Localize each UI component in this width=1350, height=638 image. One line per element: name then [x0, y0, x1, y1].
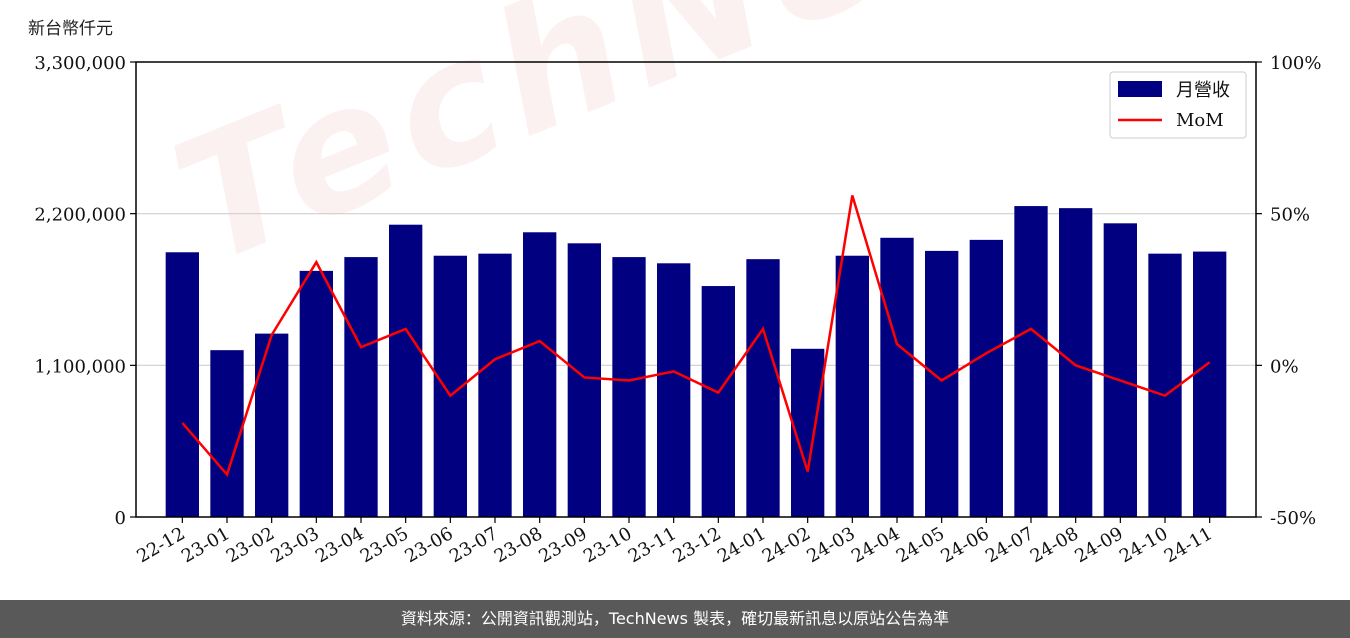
bar: [880, 237, 914, 517]
bar: [389, 224, 423, 518]
x-tick-label: 23-10: [580, 523, 635, 567]
bar: [835, 255, 869, 517]
x-tick-label: 22-12: [133, 523, 188, 567]
legend-label-mom: MoM: [1176, 110, 1224, 131]
bar: [701, 286, 735, 517]
x-tick-label: 23-05: [357, 523, 412, 567]
x-tick-label: 24-10: [1116, 523, 1171, 567]
bar: [478, 253, 512, 517]
right-tick-label: 50%: [1270, 205, 1310, 226]
bar: [523, 232, 557, 517]
x-tick-label: 24-04: [848, 523, 903, 567]
mom-line-series: [181, 195, 1211, 478]
bar: [612, 257, 646, 517]
mom-line: [181, 195, 1211, 478]
bar: [1193, 251, 1227, 518]
x-tick-label: 23-03: [267, 523, 322, 567]
footer-source-note: 資料來源：公開資訊觀測站，TechNews 製表，確切最新訊息以原站公告為準: [0, 600, 1350, 638]
bar: [746, 259, 780, 517]
x-tick-label: 23-01: [178, 523, 233, 567]
left-y-axis: 0 1,100,000 2,200,000 3,300,000: [34, 53, 136, 529]
x-tick-label: 23-12: [669, 523, 724, 567]
x-tick-label: 23-07: [446, 523, 501, 567]
bar: [657, 263, 691, 517]
left-tick-label: 2,200,000: [34, 205, 126, 226]
x-tick-label: 23-04: [312, 523, 367, 567]
x-tick-label: 23-06: [401, 523, 456, 567]
bar: [165, 252, 199, 518]
bar: [1148, 253, 1182, 517]
x-axis: 22-1223-0123-0223-0323-0423-0523-0623-07…: [133, 517, 1216, 567]
bar: [255, 333, 289, 517]
legend: 月營收 MoM: [1109, 71, 1247, 139]
x-tick-label: 24-05: [893, 523, 948, 567]
bar: [567, 243, 601, 517]
revenue-chart: 0 1,100,000 2,200,000 3,300,000 -50% 0% 50% 10…: [34, 53, 1321, 567]
bar: [1059, 208, 1093, 517]
right-tick-label: -50%: [1270, 508, 1316, 529]
x-tick-label: 23-02: [223, 523, 278, 567]
right-tick-label: 100%: [1270, 53, 1321, 74]
legend-label-revenue: 月營收: [1176, 80, 1230, 101]
bar: [299, 270, 333, 517]
x-tick-label: 24-02: [759, 523, 814, 567]
x-tick-label: 24-01: [714, 523, 769, 567]
x-tick-label: 23-08: [491, 523, 546, 567]
bar: [344, 257, 378, 517]
bar: [925, 250, 959, 518]
left-tick-label: 3,300,000: [34, 53, 126, 74]
bar-series: [165, 206, 1227, 518]
x-tick-label: 24-11: [1161, 523, 1216, 567]
left-tick-label: 0: [115, 508, 126, 529]
bar: [210, 350, 244, 517]
x-tick-label: 24-07: [982, 523, 1037, 567]
bar: [969, 239, 1003, 517]
left-tick-label: 1,100,000: [34, 356, 126, 377]
x-tick-label: 24-09: [1071, 523, 1126, 567]
x-tick-label: 23-11: [625, 523, 680, 567]
right-tick-label: 0%: [1270, 356, 1299, 377]
plot-frame: [135, 61, 1257, 518]
x-tick-label: 24-03: [803, 523, 858, 567]
right-y-axis: -50% 0% 50% 100%: [1256, 53, 1321, 529]
x-tick-label: 24-06: [937, 523, 992, 567]
bar: [1103, 223, 1137, 517]
y-axis-unit-label: 新台幣仟元: [28, 19, 113, 39]
x-tick-label: 23-09: [535, 523, 590, 567]
legend-swatch-bar: [1118, 81, 1162, 97]
x-tick-label: 24-08: [1027, 523, 1082, 567]
bar: [1014, 206, 1048, 518]
